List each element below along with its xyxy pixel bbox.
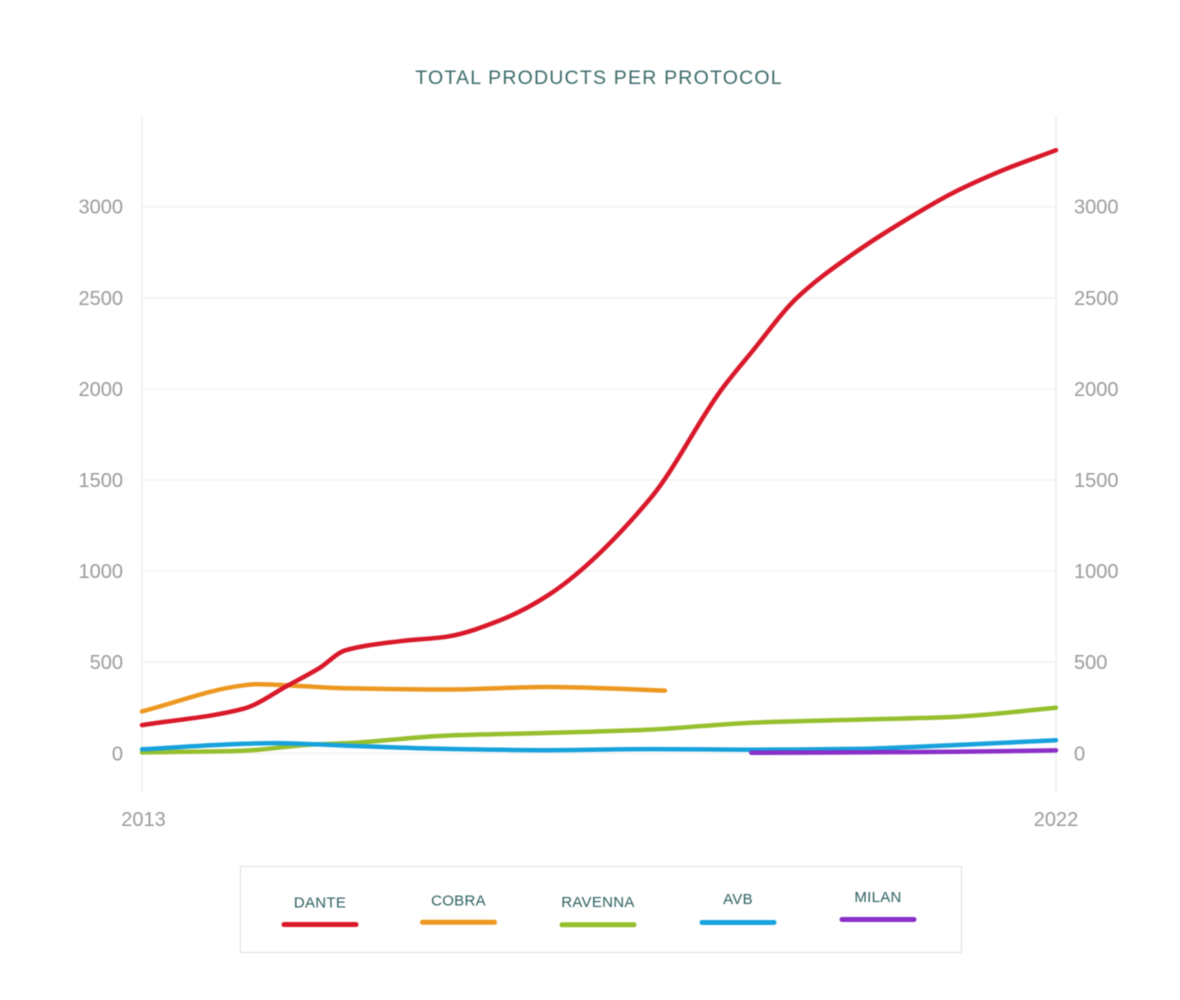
svg-text:1000: 1000 (79, 561, 124, 583)
svg-text:RAVENNA: RAVENNA (561, 894, 635, 911)
svg-text:2000: 2000 (1074, 379, 1119, 401)
svg-text:DANTE: DANTE (294, 895, 346, 912)
svg-text:3000: 3000 (79, 197, 124, 219)
svg-text:MILAN: MILAN (854, 889, 901, 906)
svg-text:2000: 2000 (79, 379, 124, 401)
svg-text:0: 0 (112, 743, 123, 765)
svg-text:0: 0 (1074, 743, 1085, 765)
svg-text:500: 500 (90, 652, 123, 674)
svg-text:500: 500 (1074, 652, 1107, 674)
svg-text:1500: 1500 (1074, 470, 1119, 492)
svg-text:2500: 2500 (79, 288, 124, 310)
svg-text:1000: 1000 (1074, 561, 1119, 583)
svg-text:1500: 1500 (79, 470, 124, 492)
svg-text:2500: 2500 (1074, 288, 1119, 310)
svg-text:TOTAL PRODUCTS PER PROTOCOL: TOTAL PRODUCTS PER PROTOCOL (415, 67, 783, 89)
svg-text:AVB: AVB (723, 891, 753, 908)
svg-text:COBRA: COBRA (431, 893, 486, 910)
svg-text:2013: 2013 (121, 809, 166, 831)
svg-text:2022: 2022 (1034, 809, 1079, 831)
svg-text:3000: 3000 (1074, 197, 1119, 219)
